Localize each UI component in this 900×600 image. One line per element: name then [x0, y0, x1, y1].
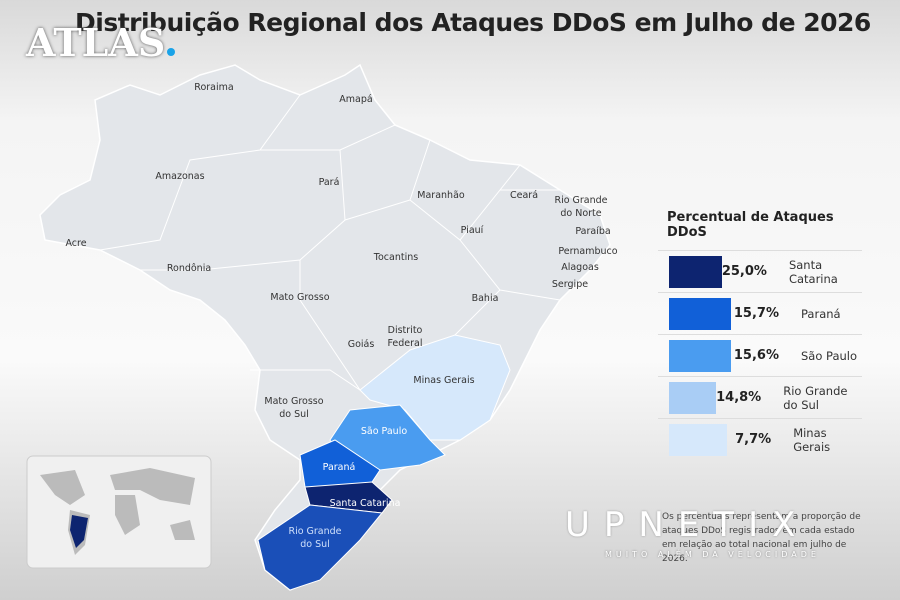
legend-title: Percentual de Ataques DDoS: [667, 210, 834, 240]
legend-state: Minas Gerais: [793, 425, 831, 454]
state-label: Roraima: [194, 82, 233, 93]
state-label: Piauí: [461, 225, 484, 236]
rio-grande-do-sul: [257, 504, 383, 591]
state-label: Pará: [319, 177, 340, 188]
state-label: Mato Grosso: [264, 396, 323, 407]
legend-value: 15,6%: [733, 348, 779, 363]
legend-state: Rio Grande do Sul: [783, 383, 848, 412]
watermark-logo: UPNETIX: [565, 505, 810, 545]
state-label: do Sul: [300, 539, 330, 550]
state-label: Rondônia: [167, 263, 211, 274]
brand-logo: ATLAS: [26, 20, 175, 65]
state-label: Tocantins: [373, 252, 418, 263]
legend-state: São Paulo: [801, 348, 858, 363]
state-label: Ceará: [510, 190, 538, 201]
state-label: Acre: [65, 238, 86, 249]
legend-row: 15,7% Paraná: [658, 292, 862, 334]
state-label: Santa Catarina: [330, 498, 401, 509]
legend-row: 7,7% Minas Gerais: [658, 418, 862, 460]
state-label: Rio Grande: [288, 526, 341, 537]
legend-swatch: [669, 255, 722, 288]
legend-swatch: [669, 339, 731, 372]
legend-row: 14,8% Rio Grande do Sul: [658, 376, 862, 418]
legend-row: 25,0% Santa Catarina: [658, 250, 862, 292]
state-label: Goiás: [348, 339, 375, 350]
state-label: Sergipe: [552, 279, 588, 290]
state-label: Amazonas: [155, 171, 204, 182]
state-label: Alagoas: [561, 262, 599, 273]
legend-state: Paraná: [801, 306, 841, 321]
state-label: Pernambuco: [558, 246, 617, 257]
legend-value: 15,7%: [733, 306, 779, 321]
title: Distribuição Regional dos Ataques DDoS e…: [75, 8, 871, 37]
legend-swatch: [669, 423, 727, 456]
state-label: São Paulo: [361, 426, 407, 437]
state-label: Distrito: [388, 325, 423, 336]
state-label: Paraíba: [575, 226, 610, 237]
santa-catarina: [304, 481, 393, 514]
legend-swatch: [669, 381, 717, 414]
state-label: Amapá: [339, 94, 372, 105]
state-label: Mato Grosso: [270, 292, 329, 303]
state-label: Bahia: [472, 293, 499, 304]
state-label: Rio Grande: [554, 195, 607, 206]
state-label: Minas Gerais: [413, 375, 474, 386]
legend-value: 25,0%: [721, 264, 767, 279]
footnote: Os percentuais representam a proporção d…: [662, 512, 861, 564]
legend-swatch: [669, 297, 731, 330]
state-label: do Norte: [560, 208, 601, 219]
legend-value: 7,7%: [735, 432, 772, 447]
legend-value: 14,8%: [716, 390, 762, 405]
legend-state: Santa Catarina: [788, 257, 838, 286]
state-label: Maranhão: [417, 190, 465, 201]
state-label: Federal: [387, 338, 422, 349]
legend: Percentual de Ataques DDoS 25,0% Santa Ca…: [658, 210, 862, 460]
watermark-tagline: MUITO ALÉM DA VELOCIDADE: [605, 550, 820, 559]
legend-row: 15,6% São Paulo: [658, 334, 862, 376]
state-label: do Sul: [279, 409, 309, 420]
world-inset: [26, 455, 212, 569]
legend-rows: 25,0% Santa Catarina 15,7% Paraná 15,6% São P…: [658, 250, 862, 460]
state-label: Paraná: [323, 462, 356, 473]
